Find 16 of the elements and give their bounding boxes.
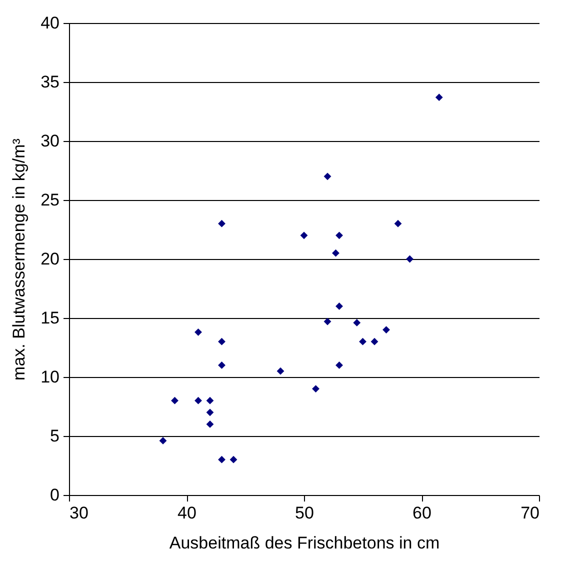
y-tick-label: 5 xyxy=(50,426,60,446)
y-axis-title: max. Blutwassermenge in kg/m³ xyxy=(10,138,29,380)
x-tick-label: 60 xyxy=(412,504,432,522)
y-tick-label: 0 xyxy=(50,486,60,504)
x-axis-title: Ausbeitmaß des Frischbetons in cm xyxy=(169,534,440,552)
y-tick-label: 30 xyxy=(40,132,60,150)
x-tick-label: 40 xyxy=(178,504,196,522)
x-tick-label: 70 xyxy=(520,504,540,522)
x-tick-label: 30 xyxy=(70,504,88,522)
y-tick-label: 15 xyxy=(40,308,60,328)
x-tick-label: 50 xyxy=(295,504,314,522)
y-tick-label: 20 xyxy=(40,250,60,268)
y-tick-label: 35 xyxy=(40,72,60,92)
y-tick-label: 25 xyxy=(40,190,60,210)
y-tick-label: 10 xyxy=(40,368,60,386)
y-tick-label: 40 xyxy=(40,14,60,32)
